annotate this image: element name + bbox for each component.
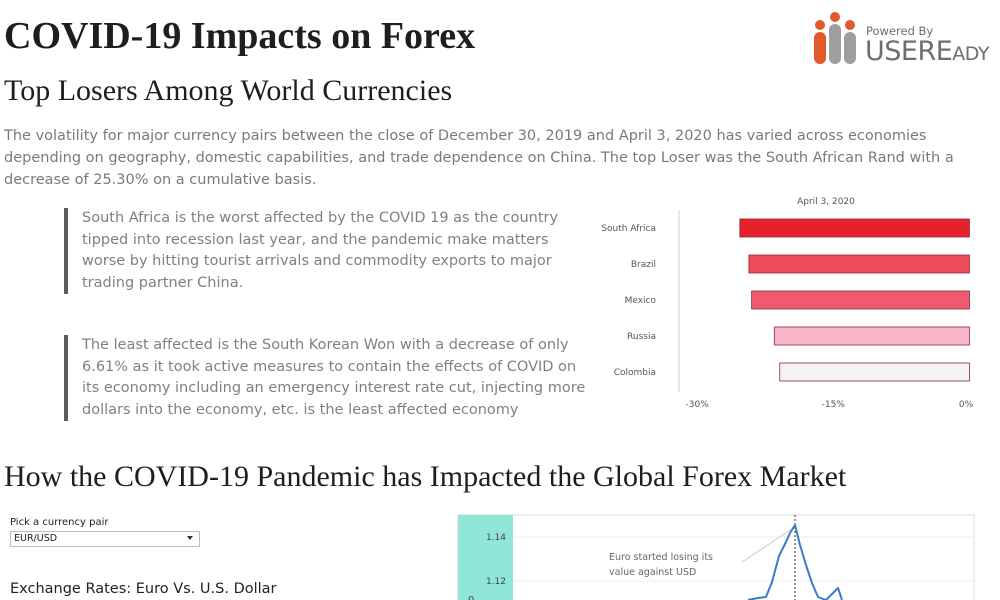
- logo-body-left: [814, 32, 826, 64]
- currency-pair-select[interactable]: EUR/USD: [10, 531, 200, 547]
- bar-russia[interactable]: [773, 326, 970, 346]
- intro-paragraph: The volatility for major currency pairs …: [4, 128, 954, 188]
- exchange-rates-title: Exchange Rates: Euro Vs. U.S. Dollar: [10, 581, 277, 597]
- category-label: Brazil: [631, 260, 656, 270]
- powered-by-text: Powered By: [866, 24, 934, 38]
- logo-body-middle: [829, 24, 841, 64]
- bar-colombia[interactable]: [779, 362, 970, 382]
- brand-name-small: ADY: [952, 43, 989, 65]
- annotation-line: value against USD: [609, 567, 696, 578]
- logo-head-middle: [830, 12, 840, 22]
- bar-south-africa[interactable]: [739, 218, 970, 238]
- category-label: South Africa: [601, 224, 656, 234]
- logo-body-right: [844, 32, 856, 64]
- category-label: Colombia: [614, 368, 656, 378]
- x-tick-label: -15%: [822, 400, 846, 410]
- userready-logo[interactable]: [808, 8, 993, 70]
- people-logo-icon: [814, 12, 856, 64]
- highlight-band: [458, 515, 513, 600]
- line-chart-annotation: Euro started losing its value against USD: [609, 552, 713, 578]
- logo-head-right: [845, 20, 855, 30]
- bar-brazil[interactable]: [748, 254, 970, 274]
- section-heading: How the COVID-19 Pandemic has Impacted t…: [4, 460, 847, 493]
- line-chart-frame: [457, 514, 975, 600]
- category-label: Russia: [627, 332, 656, 342]
- bar-mexico[interactable]: [751, 290, 970, 310]
- page-title: COVID-19 Impacts on Forex: [4, 15, 476, 57]
- section-subtitle: Top Losers Among World Currencies: [4, 74, 453, 107]
- currency-pair-label: Pick a currency pair: [10, 517, 109, 528]
- currency-pair-value: EUR/USD: [14, 533, 58, 544]
- bar-chart-title: April 3, 2020: [797, 197, 855, 207]
- x-tick-label: 0%: [959, 400, 974, 410]
- brand-name: USEREADY: [865, 36, 989, 67]
- bar-chart-marks: South Africa Brazil Mexico Russia Colombia -3…: [601, 218, 974, 410]
- annotation-pointer: [741, 529, 791, 563]
- y-axis-partial-label: 0: [468, 595, 474, 600]
- x-tick-label: -30%: [686, 400, 710, 410]
- chevron-down-icon: [187, 536, 193, 540]
- y-tick-label: 1.12: [486, 577, 506, 587]
- exchange-rate-series: [747, 524, 843, 600]
- quote-south-africa: South Africa is the worst affected by th…: [64, 208, 587, 294]
- brand-name-main: USERE: [865, 36, 953, 67]
- annotation-line: Euro started losing its: [609, 552, 713, 563]
- category-label: Mexico: [625, 296, 657, 306]
- quote-south-korea: The least affected is the South Korean W…: [64, 335, 587, 421]
- y-tick-label: 1.14: [486, 533, 506, 543]
- logo-head-left: [815, 20, 825, 30]
